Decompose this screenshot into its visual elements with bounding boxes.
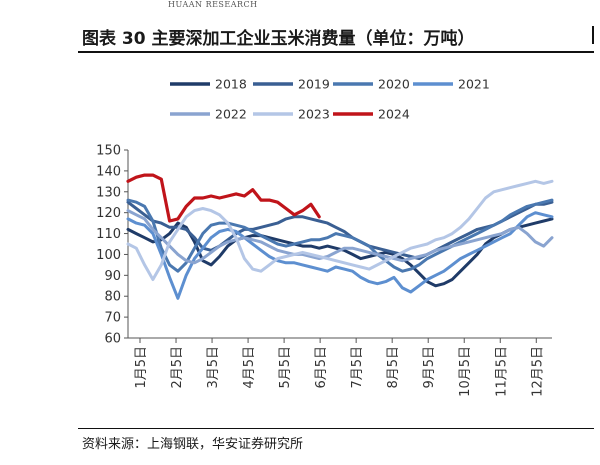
x-tick-label: 5月5日 xyxy=(278,346,293,389)
bottom-rule xyxy=(78,428,594,429)
y-tick-label: 130 xyxy=(96,185,121,200)
y-tick-label: 100 xyxy=(96,248,121,263)
legend-label-2024: 2024 xyxy=(378,107,410,122)
source-note: 资料来源：上海钢联，华安证券研究所 xyxy=(82,437,304,452)
series-line-2021 xyxy=(126,211,554,300)
legend-label-2020: 2020 xyxy=(378,77,410,92)
x-tick-label: 6月5日 xyxy=(314,346,329,389)
corn-consumption-chart: 2018 2019 2020 2021 2022 2023 2024 60 70 80 90 100… xyxy=(96,77,554,397)
legend-label-2021: 2021 xyxy=(458,77,490,92)
legend-label-2018: 2018 xyxy=(215,77,247,92)
x-tick-label: 12月5日 xyxy=(530,346,545,397)
legend: 2018 2019 2020 2021 2022 2023 2024 xyxy=(170,77,490,122)
x-tick-label: 3月5日 xyxy=(206,346,221,389)
y-axis: 60 70 80 90 100 110 120 130 140 150 xyxy=(96,144,129,347)
legend-label-2023: 2023 xyxy=(298,107,330,122)
right-edge-mark xyxy=(592,26,600,44)
x-tick-label: 4月5日 xyxy=(242,346,257,389)
y-tick-label: 140 xyxy=(96,164,121,179)
series-line-2024 xyxy=(126,173,321,223)
y-tick-label: 110 xyxy=(96,227,121,242)
x-tick-label: 11月5日 xyxy=(494,346,509,397)
legend-label-2022: 2022 xyxy=(215,107,247,122)
brand-text: HUAAN RESEARCH xyxy=(168,0,258,9)
series-line-2020 xyxy=(126,198,554,273)
legend-label-2019: 2019 xyxy=(298,77,330,92)
x-tick-label: 10月5日 xyxy=(458,346,473,397)
x-tick-label: 8月5日 xyxy=(386,346,401,389)
series-line-2022 xyxy=(126,209,554,265)
series-lines xyxy=(126,173,554,300)
x-tick-label: 1月5日 xyxy=(134,346,149,389)
x-tick-label: 2月5日 xyxy=(170,346,185,389)
y-tick-label: 150 xyxy=(96,144,121,159)
x-tick-label: 9月5日 xyxy=(422,346,437,389)
y-tick-label: 120 xyxy=(96,206,121,221)
y-tick-label: 60 xyxy=(104,332,121,347)
y-tick-label: 70 xyxy=(104,311,121,326)
x-tick-label: 7月5日 xyxy=(350,346,365,389)
series-line-2023 xyxy=(126,179,554,281)
title-rule xyxy=(78,51,594,53)
y-tick-label: 90 xyxy=(104,269,121,284)
chart-title: 图表 30 主要深加工企业玉米消费量（单位：万吨） xyxy=(82,29,475,49)
y-tick-label: 80 xyxy=(104,290,121,305)
x-axis: 1月5日 2月5日 3月5日 4月5日 5月5日 6月5日 7月5日 8月5日 9月5日 10月5… xyxy=(128,337,552,397)
